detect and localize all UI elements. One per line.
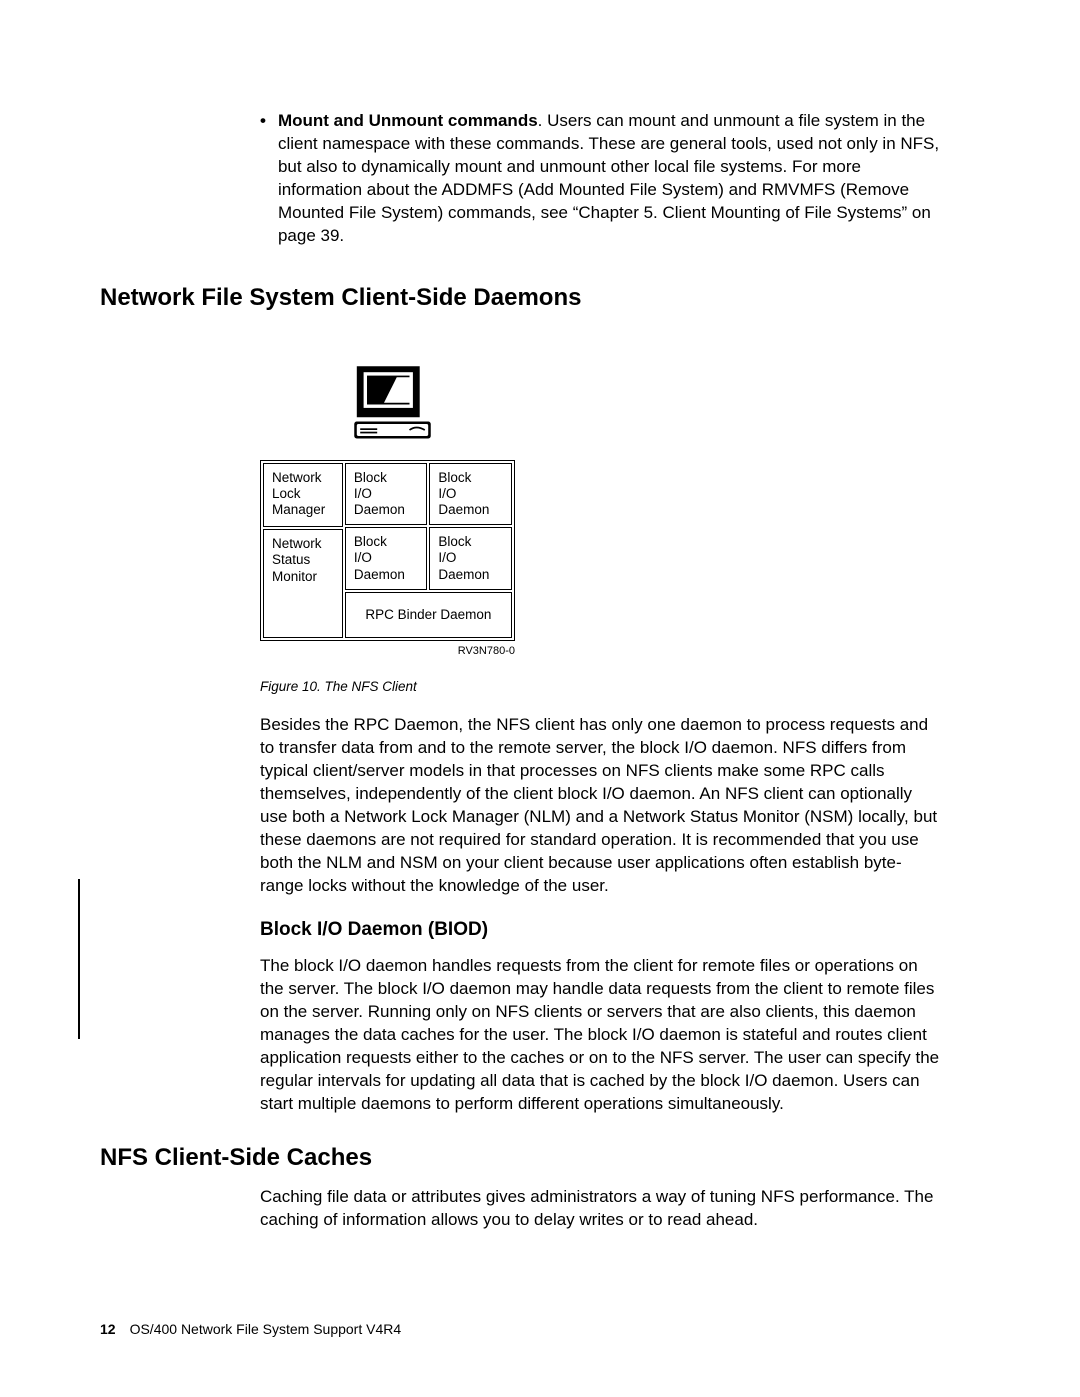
bullet-mount-unmount: • Mount and Unmount commands. Users can … — [260, 110, 940, 248]
page-number: 12 — [100, 1321, 116, 1337]
para-client-daemons: Besides the RPC Daemon, the NFS client h… — [260, 714, 940, 898]
para-caches: Caching file data or attributes gives ad… — [260, 1186, 940, 1232]
cell-rpc: RPC Binder Daemon — [345, 592, 512, 638]
cell-biod-2: BlockI/ODaemon — [429, 463, 512, 526]
page-footer: 12 OS/400 Network File System Support V4R… — [100, 1321, 401, 1337]
cell-biod-1: BlockI/ODaemon — [345, 463, 428, 526]
heading-daemons: Network File System Client-Side Daemons — [100, 284, 980, 312]
cell-biod-4: BlockI/ODaemon — [429, 527, 512, 590]
bullet-lead: Mount and Unmount commands — [278, 111, 538, 130]
revision-bar — [78, 879, 80, 1039]
body-column-3: Caching file data or attributes gives ad… — [260, 1186, 940, 1232]
daemon-table: NetworkLockManager BlockI/ODaemon BlockI… — [260, 460, 515, 641]
para-biod: The block I/O daemon handles requests fr… — [260, 955, 940, 1116]
bullet-body: . Users can mount and unmount a file sys… — [278, 111, 939, 245]
figure-ref: RV3N780-0 — [260, 645, 515, 657]
footer-title: OS/400 Network File System Support V4R4 — [130, 1321, 402, 1337]
page: • Mount and Unmount commands. Users can … — [0, 0, 1080, 1397]
cell-nlm: NetworkLockManager — [263, 463, 343, 528]
heading-caches: NFS Client-Side Caches — [100, 1144, 980, 1172]
figure-caption: Figure 10. The NFS Client — [260, 679, 940, 694]
bullet-text: Mount and Unmount commands. Users can mo… — [278, 110, 940, 248]
figure-nfs-client: NetworkLockManager BlockI/ODaemon BlockI… — [260, 362, 940, 694]
heading-biod: Block I/O Daemon (BIOD) — [260, 919, 940, 941]
computer-icon — [350, 362, 435, 447]
cell-nsm: NetworkStatusMonitor — [263, 529, 343, 638]
bullet-marker: • — [260, 110, 266, 248]
body-column-2: NetworkLockManager BlockI/ODaemon BlockI… — [260, 362, 940, 1116]
body-column: • Mount and Unmount commands. Users can … — [260, 110, 940, 248]
cell-biod-3: BlockI/ODaemon — [345, 527, 428, 590]
